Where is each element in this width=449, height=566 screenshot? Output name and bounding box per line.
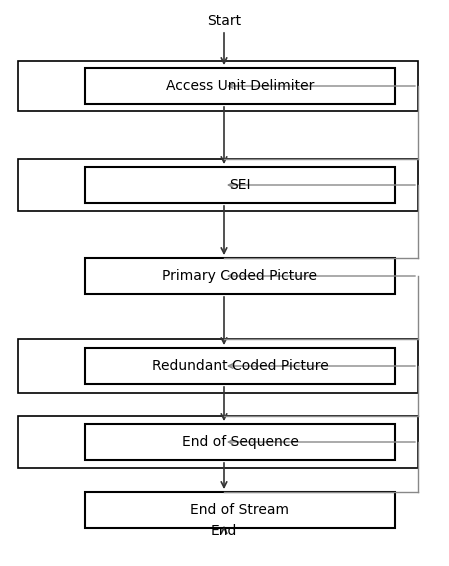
Bar <box>85 68 395 104</box>
Text: Primary Coded Picture: Primary Coded Picture <box>163 269 317 283</box>
Text: SEI: SEI <box>229 178 251 192</box>
Bar <box>18 159 418 211</box>
Text: End of Stream: End of Stream <box>190 503 290 517</box>
Bar <box>85 492 395 528</box>
Text: Redundant Coded Picture: Redundant Coded Picture <box>152 359 328 373</box>
Text: End: End <box>211 524 237 538</box>
Bar <box>18 416 418 468</box>
Bar <box>85 258 395 294</box>
Bar <box>18 339 418 393</box>
Bar <box>18 61 418 111</box>
Text: Start: Start <box>207 14 241 28</box>
Bar <box>85 424 395 460</box>
Text: End of Sequence: End of Sequence <box>181 435 299 449</box>
Text: Access Unit Delimiter: Access Unit Delimiter <box>166 79 314 93</box>
Bar <box>85 348 395 384</box>
Bar <box>85 167 395 203</box>
